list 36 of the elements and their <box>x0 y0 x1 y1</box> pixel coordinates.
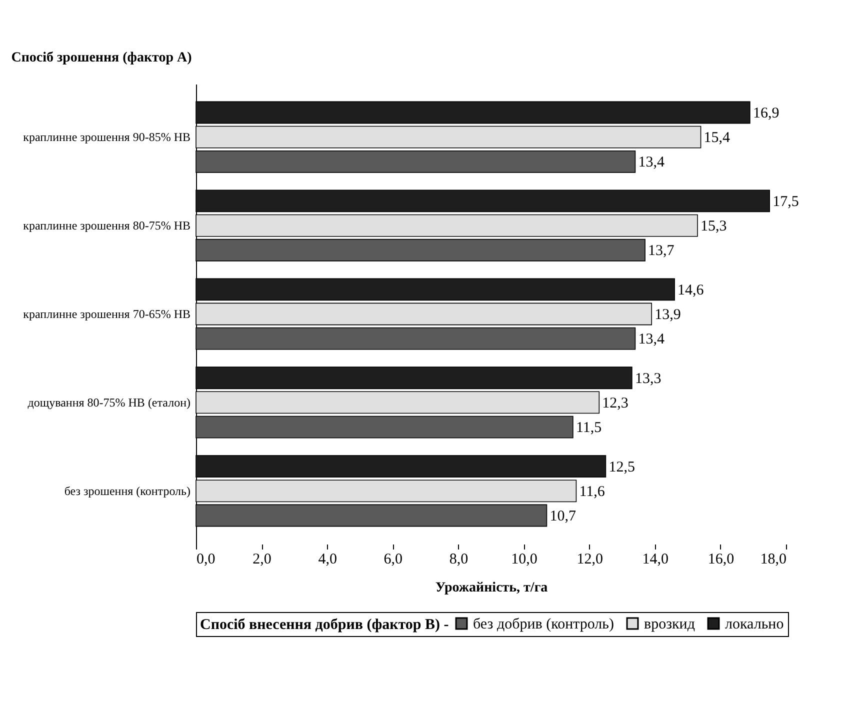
legend-label: локально <box>725 616 784 633</box>
data-label: 14,6 <box>678 282 704 298</box>
y-tick-label: краплинне зрошення 70-65% НВ <box>23 307 190 321</box>
x-tick-label: 4,0 <box>318 552 337 568</box>
data-label: 15,3 <box>700 218 727 235</box>
x-tick-label: 12,0 <box>576 552 603 568</box>
data-label: 12,3 <box>602 395 628 412</box>
data-label: 16,9 <box>752 106 780 122</box>
legend-label: без добрив (контроль) <box>473 616 614 633</box>
data-label: 12,5 <box>608 459 635 476</box>
y-axis-title: Спосіб зрошення (фактор А) <box>11 50 192 66</box>
x-tick-label: 16,0 <box>708 552 734 568</box>
x-tick-label: 2,0 <box>252 552 272 568</box>
x-axis-title: Урожайність, т/га <box>435 580 548 596</box>
x-tick-label: 10,0 <box>511 552 538 568</box>
data-label: 11,6 <box>579 484 606 500</box>
data-label: 13,9 <box>654 307 681 323</box>
legend-label: врозкид <box>644 616 696 633</box>
data-label: 13,7 <box>648 243 675 260</box>
y-tick-label: дощування 80-75% НВ (еталон) <box>28 395 190 410</box>
data-label: 11,5 <box>576 420 602 436</box>
y-tick-label: краплинне зрошення 80-75% НВ <box>23 218 190 233</box>
data-label: 17,5 <box>772 194 799 210</box>
x-tick-label: 18,0 <box>760 552 786 568</box>
legend-title: Спосіб внесення добрив (фактор В) - <box>200 617 449 633</box>
x-tick-label: 0,0 <box>196 552 216 568</box>
data-label: 13,4 <box>638 154 665 171</box>
data-label: 13,4 <box>638 332 665 348</box>
data-label: 10,7 <box>550 508 576 524</box>
data-label: 13,3 <box>634 370 662 387</box>
y-tick-label: краплинне зрошення 90-85% НВ <box>23 130 190 144</box>
data-label: 15,4 <box>704 130 731 146</box>
x-tick-label: 14,0 <box>642 552 669 568</box>
x-tick-label: 6,0 <box>384 552 403 568</box>
y-tick-label: без зрошення (контроль) <box>64 484 190 498</box>
x-tick-label: 8,0 <box>449 552 468 568</box>
